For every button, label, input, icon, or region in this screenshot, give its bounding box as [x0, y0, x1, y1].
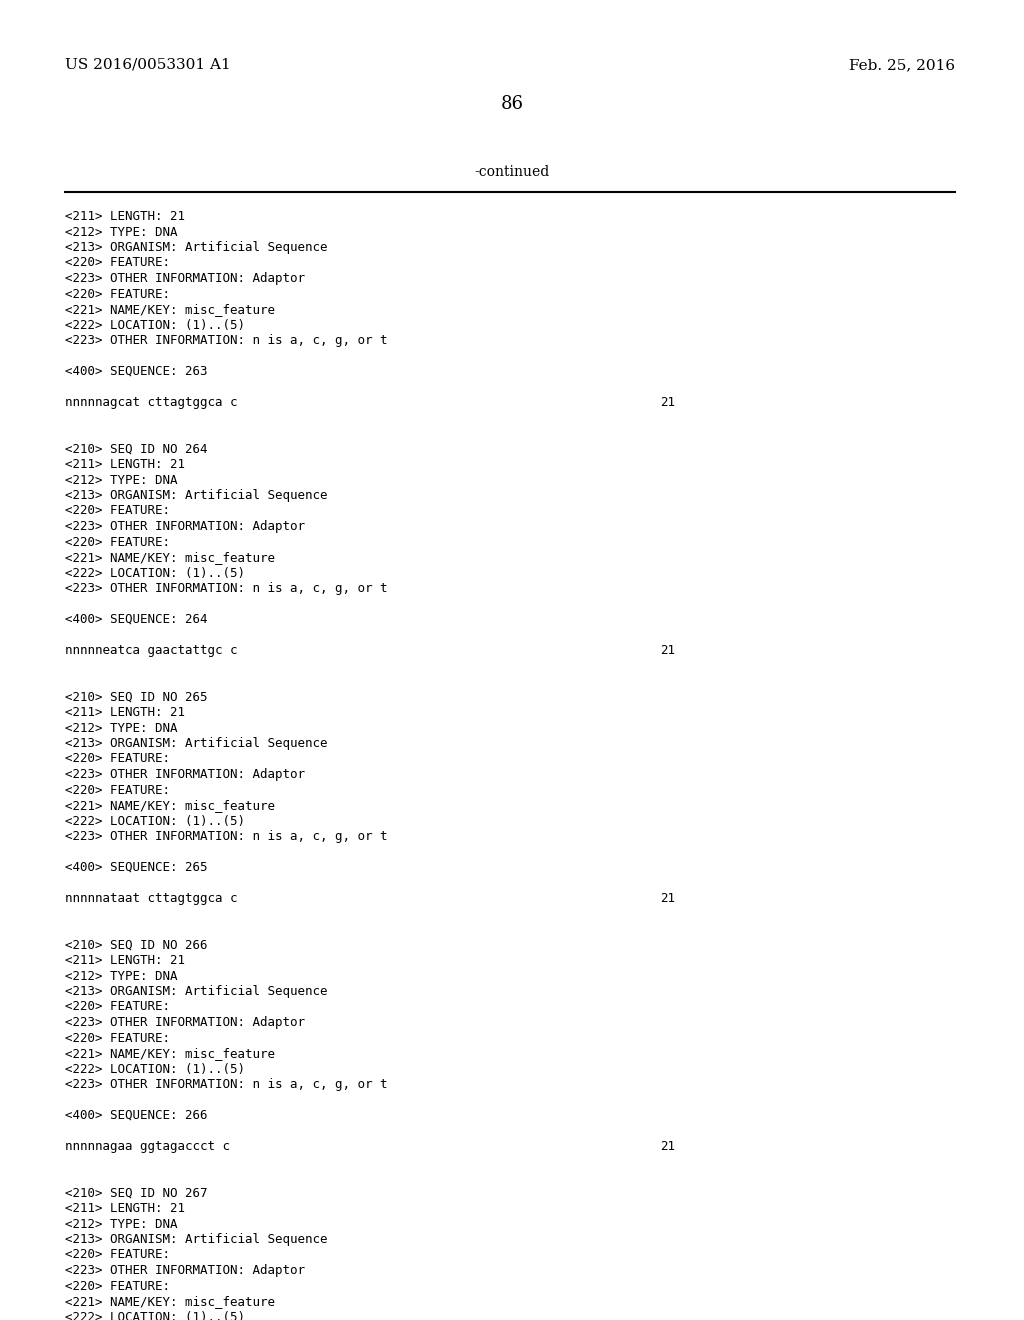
Text: <222> LOCATION: (1)..(5): <222> LOCATION: (1)..(5) — [65, 1311, 245, 1320]
Text: <221> NAME/KEY: misc_feature: <221> NAME/KEY: misc_feature — [65, 1047, 275, 1060]
Text: <222> LOCATION: (1)..(5): <222> LOCATION: (1)..(5) — [65, 318, 245, 331]
Text: <220> FEATURE:: <220> FEATURE: — [65, 1279, 170, 1292]
Text: <222> LOCATION: (1)..(5): <222> LOCATION: (1)..(5) — [65, 566, 245, 579]
Text: <223> OTHER INFORMATION: n is a, c, g, or t: <223> OTHER INFORMATION: n is a, c, g, o… — [65, 334, 387, 347]
Text: nnnnnataat cttagtggca c: nnnnnataat cttagtggca c — [65, 892, 238, 906]
Text: 21: 21 — [660, 644, 675, 657]
Text: <400> SEQUENCE: 265: <400> SEQUENCE: 265 — [65, 861, 208, 874]
Text: <220> FEATURE:: <220> FEATURE: — [65, 1031, 170, 1044]
Text: <223> OTHER INFORMATION: Adaptor: <223> OTHER INFORMATION: Adaptor — [65, 1016, 305, 1030]
Text: nnnnneatca gaactattgc c: nnnnneatca gaactattgc c — [65, 644, 238, 657]
Text: 86: 86 — [501, 95, 523, 114]
Text: <220> FEATURE:: <220> FEATURE: — [65, 256, 170, 269]
Text: nnnnnagaa ggtagaccct c: nnnnnagaa ggtagaccct c — [65, 1140, 230, 1152]
Text: <210> SEQ ID NO 265: <210> SEQ ID NO 265 — [65, 690, 208, 704]
Text: <212> TYPE: DNA: <212> TYPE: DNA — [65, 474, 177, 487]
Text: <212> TYPE: DNA: <212> TYPE: DNA — [65, 969, 177, 982]
Text: <213> ORGANISM: Artificial Sequence: <213> ORGANISM: Artificial Sequence — [65, 985, 328, 998]
Text: <223> OTHER INFORMATION: Adaptor: <223> OTHER INFORMATION: Adaptor — [65, 272, 305, 285]
Text: <213> ORGANISM: Artificial Sequence: <213> ORGANISM: Artificial Sequence — [65, 737, 328, 750]
Text: <220> FEATURE:: <220> FEATURE: — [65, 288, 170, 301]
Text: <212> TYPE: DNA: <212> TYPE: DNA — [65, 226, 177, 239]
Text: <223> OTHER INFORMATION: n is a, c, g, or t: <223> OTHER INFORMATION: n is a, c, g, o… — [65, 582, 387, 595]
Text: <213> ORGANISM: Artificial Sequence: <213> ORGANISM: Artificial Sequence — [65, 242, 328, 253]
Text: <220> FEATURE:: <220> FEATURE: — [65, 784, 170, 796]
Text: 21: 21 — [660, 396, 675, 409]
Text: <220> FEATURE:: <220> FEATURE: — [65, 1001, 170, 1014]
Text: <221> NAME/KEY: misc_feature: <221> NAME/KEY: misc_feature — [65, 304, 275, 315]
Text: <220> FEATURE:: <220> FEATURE: — [65, 1249, 170, 1262]
Text: <212> TYPE: DNA: <212> TYPE: DNA — [65, 722, 177, 734]
Text: <223> OTHER INFORMATION: Adaptor: <223> OTHER INFORMATION: Adaptor — [65, 520, 305, 533]
Text: <223> OTHER INFORMATION: Adaptor: <223> OTHER INFORMATION: Adaptor — [65, 1265, 305, 1276]
Text: <223> OTHER INFORMATION: n is a, c, g, or t: <223> OTHER INFORMATION: n is a, c, g, o… — [65, 1078, 387, 1092]
Text: Feb. 25, 2016: Feb. 25, 2016 — [849, 58, 955, 73]
Text: <222> LOCATION: (1)..(5): <222> LOCATION: (1)..(5) — [65, 814, 245, 828]
Text: 21: 21 — [660, 1140, 675, 1152]
Text: <400> SEQUENCE: 264: <400> SEQUENCE: 264 — [65, 612, 208, 626]
Text: <223> OTHER INFORMATION: n is a, c, g, or t: <223> OTHER INFORMATION: n is a, c, g, o… — [65, 830, 387, 843]
Text: <221> NAME/KEY: misc_feature: <221> NAME/KEY: misc_feature — [65, 550, 275, 564]
Text: <212> TYPE: DNA: <212> TYPE: DNA — [65, 1217, 177, 1230]
Text: US 2016/0053301 A1: US 2016/0053301 A1 — [65, 58, 230, 73]
Text: <221> NAME/KEY: misc_feature: <221> NAME/KEY: misc_feature — [65, 1295, 275, 1308]
Text: <220> FEATURE:: <220> FEATURE: — [65, 752, 170, 766]
Text: <220> FEATURE:: <220> FEATURE: — [65, 504, 170, 517]
Text: <210> SEQ ID NO 266: <210> SEQ ID NO 266 — [65, 939, 208, 952]
Text: <211> LENGTH: 21: <211> LENGTH: 21 — [65, 210, 185, 223]
Text: 21: 21 — [660, 892, 675, 906]
Text: <223> OTHER INFORMATION: Adaptor: <223> OTHER INFORMATION: Adaptor — [65, 768, 305, 781]
Text: nnnnnagcat cttagtggca c: nnnnnagcat cttagtggca c — [65, 396, 238, 409]
Text: <400> SEQUENCE: 263: <400> SEQUENCE: 263 — [65, 366, 208, 378]
Text: <211> LENGTH: 21: <211> LENGTH: 21 — [65, 954, 185, 968]
Text: <220> FEATURE:: <220> FEATURE: — [65, 536, 170, 549]
Text: <400> SEQUENCE: 266: <400> SEQUENCE: 266 — [65, 1109, 208, 1122]
Text: <211> LENGTH: 21: <211> LENGTH: 21 — [65, 458, 185, 471]
Text: <221> NAME/KEY: misc_feature: <221> NAME/KEY: misc_feature — [65, 799, 275, 812]
Text: <213> ORGANISM: Artificial Sequence: <213> ORGANISM: Artificial Sequence — [65, 1233, 328, 1246]
Text: <211> LENGTH: 21: <211> LENGTH: 21 — [65, 1203, 185, 1214]
Text: <211> LENGTH: 21: <211> LENGTH: 21 — [65, 706, 185, 719]
Text: <210> SEQ ID NO 264: <210> SEQ ID NO 264 — [65, 442, 208, 455]
Text: <222> LOCATION: (1)..(5): <222> LOCATION: (1)..(5) — [65, 1063, 245, 1076]
Text: <213> ORGANISM: Artificial Sequence: <213> ORGANISM: Artificial Sequence — [65, 488, 328, 502]
Text: -continued: -continued — [474, 165, 550, 180]
Text: <210> SEQ ID NO 267: <210> SEQ ID NO 267 — [65, 1187, 208, 1200]
